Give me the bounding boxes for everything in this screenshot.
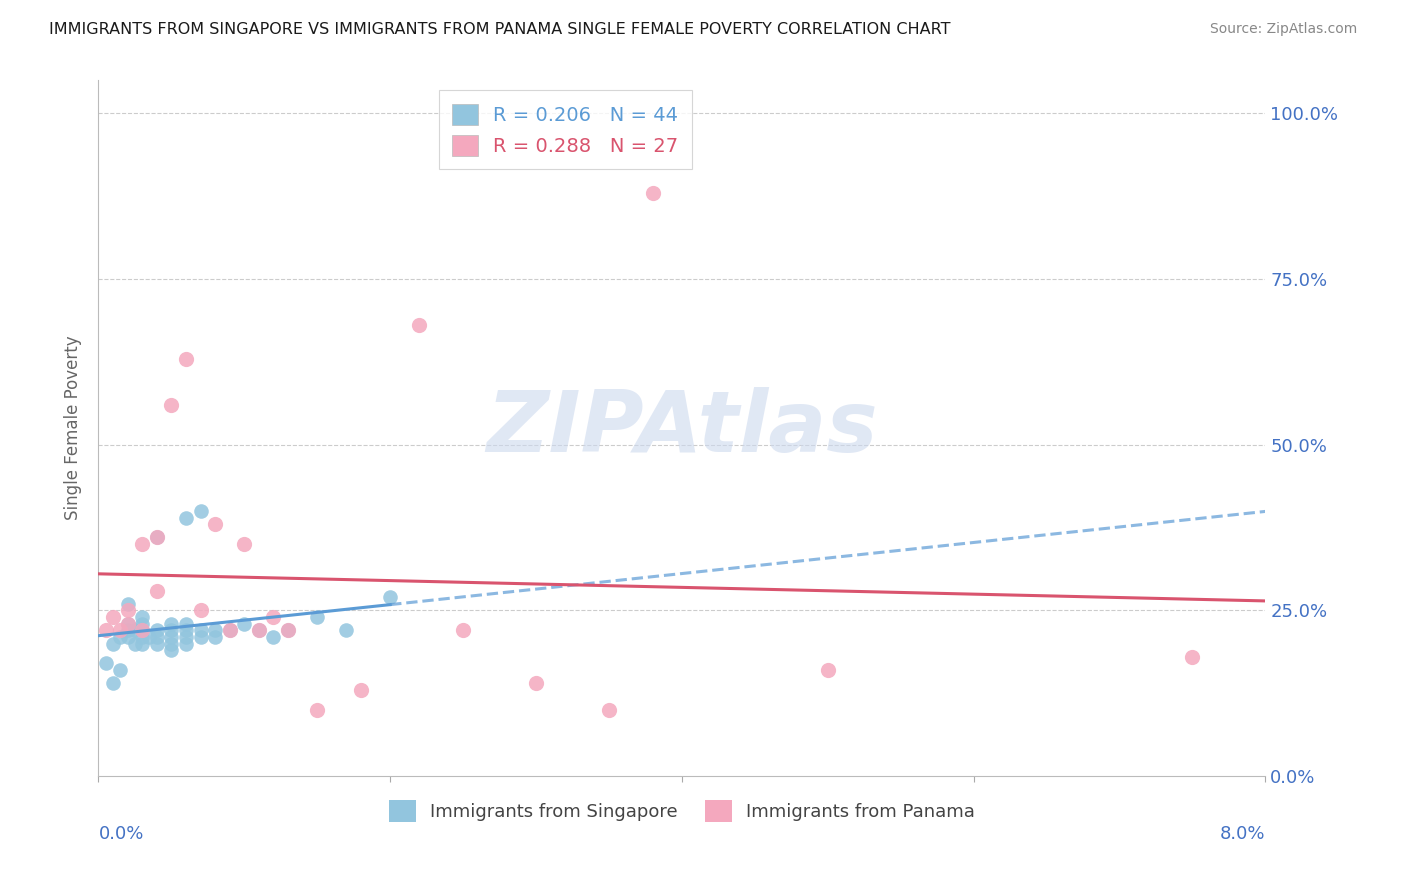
- Point: [124, 636, 146, 650]
- Point: [146, 531, 169, 545]
- Point: [146, 630, 169, 644]
- Point: [190, 504, 212, 518]
- Point: [117, 630, 139, 644]
- Point: [110, 630, 132, 644]
- Point: [160, 636, 183, 650]
- Point: [598, 703, 620, 717]
- Point: [218, 624, 240, 638]
- Point: [190, 603, 212, 617]
- Point: [117, 597, 139, 611]
- Point: [817, 663, 839, 677]
- Point: [204, 624, 226, 638]
- Point: [160, 624, 183, 638]
- Point: [174, 624, 197, 638]
- Point: [146, 624, 169, 638]
- Point: [204, 517, 226, 532]
- Point: [247, 624, 270, 638]
- Point: [110, 663, 132, 677]
- Point: [233, 537, 256, 551]
- Point: [131, 624, 153, 638]
- Point: [146, 583, 169, 598]
- Point: [451, 624, 474, 638]
- Point: [131, 630, 153, 644]
- Point: [174, 630, 197, 644]
- Point: [131, 537, 153, 551]
- Point: [307, 610, 329, 624]
- Point: [380, 590, 402, 604]
- Point: [131, 636, 153, 650]
- Point: [138, 630, 160, 644]
- Point: [190, 624, 212, 638]
- Point: [94, 657, 117, 671]
- Point: [174, 351, 197, 366]
- Point: [124, 624, 146, 638]
- Point: [307, 703, 329, 717]
- Text: ZIPAtlas: ZIPAtlas: [486, 386, 877, 470]
- Point: [160, 398, 183, 412]
- Point: [117, 624, 139, 638]
- Point: [101, 676, 124, 690]
- Point: [1181, 649, 1204, 664]
- Point: [117, 616, 139, 631]
- Point: [335, 624, 357, 638]
- Text: 8.0%: 8.0%: [1220, 825, 1265, 843]
- Point: [262, 630, 284, 644]
- Point: [408, 318, 430, 333]
- Point: [277, 624, 299, 638]
- Point: [131, 610, 153, 624]
- Point: [110, 624, 132, 638]
- Point: [94, 624, 117, 638]
- Point: [174, 616, 197, 631]
- Point: [524, 676, 547, 690]
- Point: [117, 616, 139, 631]
- Point: [204, 630, 226, 644]
- Point: [146, 531, 169, 545]
- Text: 0.0%: 0.0%: [98, 825, 143, 843]
- Point: [218, 624, 240, 638]
- Point: [247, 624, 270, 638]
- Legend: Immigrants from Singapore, Immigrants from Panama: Immigrants from Singapore, Immigrants fr…: [381, 793, 983, 830]
- Text: IMMIGRANTS FROM SINGAPORE VS IMMIGRANTS FROM PANAMA SINGLE FEMALE POVERTY CORREL: IMMIGRANTS FROM SINGAPORE VS IMMIGRANTS …: [49, 22, 950, 37]
- Point: [190, 630, 212, 644]
- Point: [131, 624, 153, 638]
- Point: [641, 186, 664, 200]
- Point: [160, 616, 183, 631]
- Point: [174, 510, 197, 524]
- Point: [146, 636, 169, 650]
- Point: [101, 636, 124, 650]
- Point: [117, 603, 139, 617]
- Point: [160, 630, 183, 644]
- Point: [277, 624, 299, 638]
- Point: [101, 610, 124, 624]
- Point: [160, 643, 183, 657]
- Text: Source: ZipAtlas.com: Source: ZipAtlas.com: [1209, 22, 1357, 37]
- Y-axis label: Single Female Poverty: Single Female Poverty: [63, 336, 82, 520]
- Point: [233, 616, 256, 631]
- Point: [262, 610, 284, 624]
- Point: [174, 636, 197, 650]
- Point: [131, 616, 153, 631]
- Point: [350, 682, 373, 697]
